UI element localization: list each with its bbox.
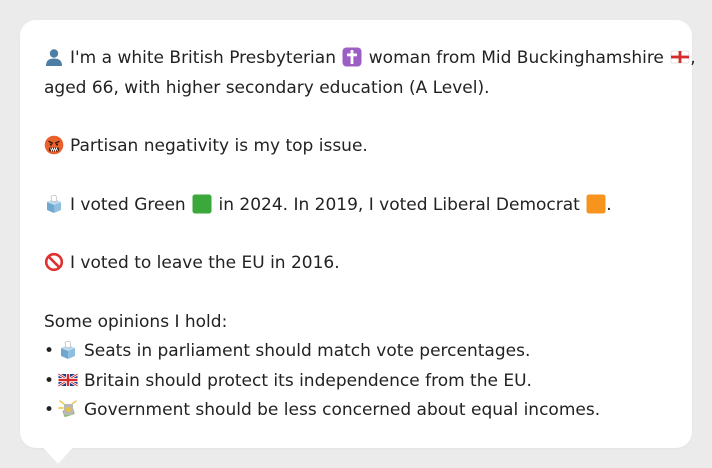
prohibited-icon	[44, 252, 64, 272]
opinions-list: • Seats in parliament should match vote …	[44, 337, 668, 426]
opinion-text: Government should be less concerned abou…	[84, 400, 601, 420]
profile-text-part-3: aged 66, with higher secondary education…	[44, 77, 490, 98]
speech-bubble-tail	[40, 444, 76, 464]
top-issue-paragraph: Partisan negativity is my top issue.	[44, 132, 668, 162]
england-flag-icon	[670, 50, 690, 64]
opinions-heading: Some opinions I hold:	[44, 311, 228, 332]
orange-square-icon	[586, 194, 606, 213]
money-icon	[58, 400, 77, 418]
eu-paragraph: I voted to leave the EU in 2016.	[44, 249, 668, 279]
bullet: •	[44, 341, 55, 361]
votes-paragraph: I voted Green in 2024. In 2019, I voted …	[44, 191, 668, 221]
list-item: • Government should be less concerned ab…	[44, 396, 668, 426]
top-issue-text: Partisan negativity is my top issue.	[70, 136, 368, 156]
latin-cross-icon	[342, 47, 362, 67]
uk-flag-icon	[58, 372, 78, 387]
profile-paragraph: I'm a white British Presbyterian woman f…	[44, 44, 696, 103]
votes-text-part-2: in 2024. In 2019, I voted Liberal Democr…	[218, 194, 580, 215]
profile-text-part-2: woman from Mid Buckinghamshire	[368, 48, 664, 68]
angry-face-icon	[44, 135, 64, 155]
eu-text: I voted to leave the EU in 2016.	[70, 253, 340, 273]
list-item: • Britain should protect its independenc…	[44, 367, 668, 397]
votes-text-period: .	[606, 194, 612, 215]
ballot-box-icon	[47, 194, 61, 213]
votes-text-part-1: I voted Green	[70, 194, 186, 215]
ballot-box-icon	[61, 340, 75, 359]
person-icon	[46, 49, 62, 66]
profile-text-part-1: I'm a white British Presbyterian	[70, 48, 336, 68]
green-square-icon	[192, 194, 212, 213]
opinion-text: Seats in parliament should match vote pe…	[84, 341, 531, 361]
profile-text-comma: ,	[690, 48, 696, 68]
profile-speech-bubble: I'm a white British Presbyterian woman f…	[20, 20, 696, 448]
list-item: • Seats in parliament should match vote …	[44, 337, 668, 367]
opinion-text: Britain should protect its independence …	[84, 370, 532, 391]
bullet: •	[44, 370, 55, 391]
bullet: •	[44, 400, 55, 420]
